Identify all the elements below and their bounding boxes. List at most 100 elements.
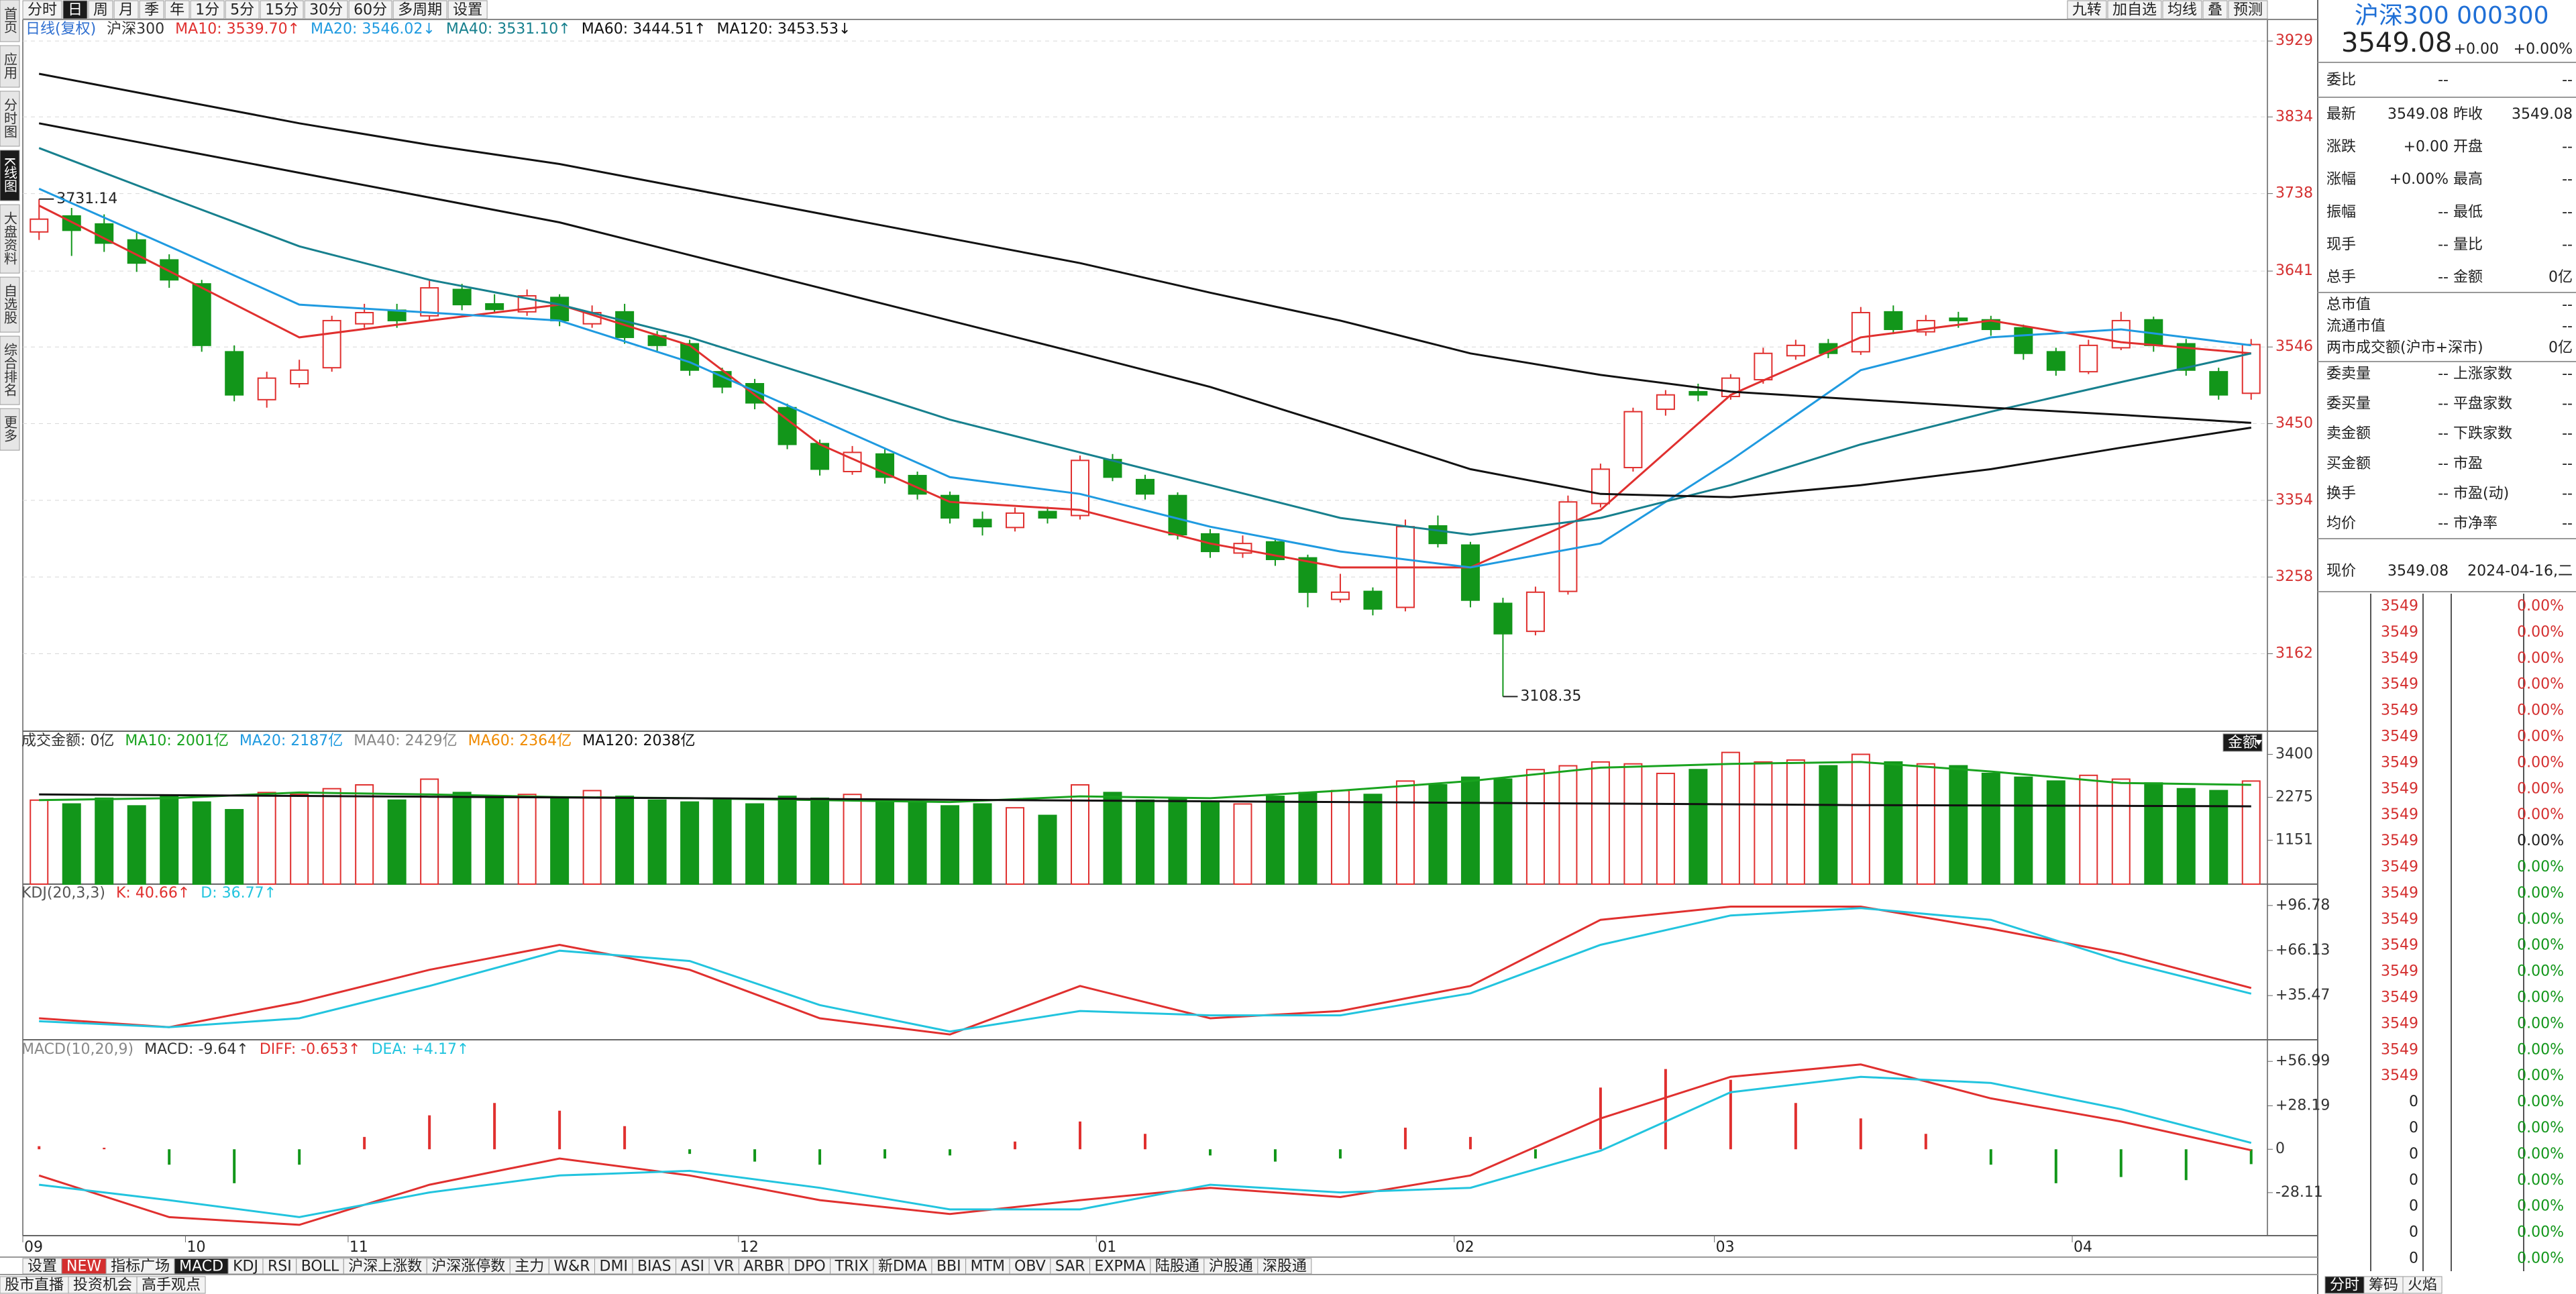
candle-body	[1656, 394, 1675, 411]
sidebar-tab[interactable]: 首页	[2, 7, 18, 34]
indicator-tab[interactable]: 沪深上涨数	[348, 1258, 422, 1275]
indicator-tab[interactable]: MTM	[971, 1258, 1005, 1275]
volume-bar	[257, 792, 276, 885]
volume-bar	[1493, 778, 1513, 885]
volume-bar	[843, 794, 862, 885]
toolbar-tab[interactable]: 年	[170, 2, 184, 19]
quote-tab[interactable]: 筹码	[2369, 1277, 2398, 1294]
indicator-tab[interactable]: TRIX	[835, 1258, 869, 1275]
tick-pct: 0.00%	[2517, 1198, 2564, 1215]
indicator-tab[interactable]: VR	[714, 1258, 734, 1275]
quote-value: --	[2438, 204, 2449, 221]
quote-value: --	[2562, 485, 2573, 502]
toolbar-button[interactable]: 均线	[2167, 2, 2197, 19]
indicator-tab[interactable]: DPO	[794, 1258, 826, 1275]
volume-bar	[2209, 790, 2229, 885]
quote-label: 最新	[2326, 106, 2356, 123]
toolbar-tab[interactable]: 1分	[195, 2, 219, 19]
indicator-tab[interactable]: 沪深涨停数	[431, 1258, 505, 1275]
toolbar-button[interactable]: 加自选	[2112, 2, 2157, 19]
sidebar-tab[interactable]: 自选股	[2, 284, 18, 324]
indicator-tab[interactable]: RSI	[268, 1258, 292, 1275]
toolbar-tab[interactable]: 分时	[28, 2, 57, 19]
volume-bar	[1006, 807, 1025, 885]
toolbar-button[interactable]: 叠	[2208, 2, 2222, 19]
toolbar-button[interactable]: 九转	[2072, 2, 2102, 19]
indicator-tab[interactable]: KDJ	[233, 1258, 258, 1275]
candle-body	[160, 259, 179, 281]
sidebar-tab[interactable]: 分时图	[2, 98, 18, 138]
quote-tab[interactable]: 分时	[2330, 1277, 2359, 1294]
indicator-tab[interactable]: 深股通	[1263, 1258, 1307, 1275]
tick-price: 3549	[2381, 806, 2418, 823]
indicator-tab[interactable]: BBI	[936, 1258, 961, 1275]
sidebar-tab[interactable]: 更多	[2, 415, 18, 442]
volume-bar	[387, 799, 407, 885]
indicator-tab[interactable]: 沪股通	[1209, 1258, 1253, 1275]
quote-value: --	[2562, 204, 2573, 221]
indicator-tab[interactable]: 设置	[28, 1258, 57, 1275]
tick-price: 0	[2409, 1224, 2418, 1241]
toolbar-tab[interactable]: 60分	[354, 2, 387, 19]
bottom-tab[interactable]: 高手观点	[142, 1277, 201, 1294]
toolbar-tab[interactable]: 多周期	[398, 2, 442, 19]
volume-bar	[2176, 788, 2196, 885]
volume-button[interactable]: 金额	[2228, 735, 2257, 751]
volume-bar	[1688, 769, 1708, 885]
indicator-tab[interactable]: EXPMA	[1095, 1258, 1146, 1275]
toolbar-tab[interactable]: 5分	[230, 2, 254, 19]
tick-pct: 0.00%	[2517, 1172, 2564, 1189]
x-tick-label: 12	[740, 1239, 759, 1256]
bottom-tab[interactable]: 投资机会	[73, 1277, 132, 1294]
volume-bar	[192, 801, 211, 885]
quote-tab[interactable]: 火焰	[2408, 1277, 2437, 1294]
indicator-tab[interactable]: 陆股通	[1155, 1258, 1199, 1275]
sidebar-tab[interactable]: 综合排名	[2, 343, 18, 396]
candle-body	[1460, 544, 1480, 601]
indicator-tab[interactable]: NEW	[66, 1258, 101, 1275]
quote-value: --	[2562, 396, 2573, 413]
indicator-tab[interactable]: 指标广场	[111, 1258, 170, 1275]
sidebar-tab[interactable]: 大盘资料	[2, 211, 18, 265]
indicator-tab[interactable]: SAR	[1055, 1258, 1085, 1275]
candle-body	[1591, 468, 1610, 504]
toolbar-tab[interactable]: 周	[93, 2, 108, 19]
toolbar-tab[interactable]: 15分	[265, 2, 299, 19]
candle-body	[30, 218, 49, 233]
sidebar-tab[interactable]: K线图	[2, 157, 18, 193]
candle-body	[257, 377, 276, 400]
toolbar-tab[interactable]: 季	[144, 2, 159, 19]
candle-body	[2209, 371, 2229, 396]
toolbar-tab[interactable]: 月	[119, 2, 133, 19]
indicator-tab[interactable]: BOLL	[301, 1258, 339, 1275]
legend-item: MA10: 2001亿	[125, 733, 228, 749]
indicator-tab[interactable]: W&R	[553, 1258, 590, 1275]
volume-bar	[1233, 803, 1252, 885]
legend-item: 成交金额: 0亿	[21, 733, 114, 749]
indicator-tab[interactable]: 主力	[515, 1258, 544, 1275]
volume-bar	[2144, 782, 2163, 885]
tick-price: 3549	[2381, 859, 2418, 875]
indicator-tab[interactable]: BIAS	[637, 1258, 672, 1275]
indicator-tab[interactable]: MACD	[179, 1258, 223, 1275]
indicator-tab[interactable]: OBV	[1014, 1258, 1046, 1275]
dropdown-arrow	[2255, 740, 2262, 745]
toolbar-tab[interactable]: 30分	[309, 2, 343, 19]
volume-bar	[1200, 801, 1220, 885]
sidebar-tab[interactable]: 应用	[2, 52, 18, 79]
indicator-tab[interactable]: DMI	[600, 1258, 628, 1275]
tick-price: 3549	[2381, 911, 2418, 928]
toolbar-tab[interactable]: 日	[68, 2, 83, 19]
y-tick-label: 3641	[2275, 262, 2313, 279]
toolbar-tab[interactable]: 设置	[453, 2, 482, 19]
volume-bar	[1103, 792, 1122, 885]
quote-value: --	[2438, 485, 2449, 502]
bottom-tab[interactable]: 股市直播	[5, 1277, 64, 1294]
tick-pct: 0.00%	[2517, 754, 2564, 771]
indicator-tab[interactable]: ARBR	[743, 1258, 784, 1275]
volume-bar	[30, 799, 49, 885]
toolbar-button[interactable]: 预测	[2233, 2, 2263, 19]
indicator-tab[interactable]: ASI	[681, 1258, 705, 1275]
candle-body	[1265, 541, 1285, 560]
indicator-tab[interactable]: 新DMA	[878, 1258, 927, 1275]
